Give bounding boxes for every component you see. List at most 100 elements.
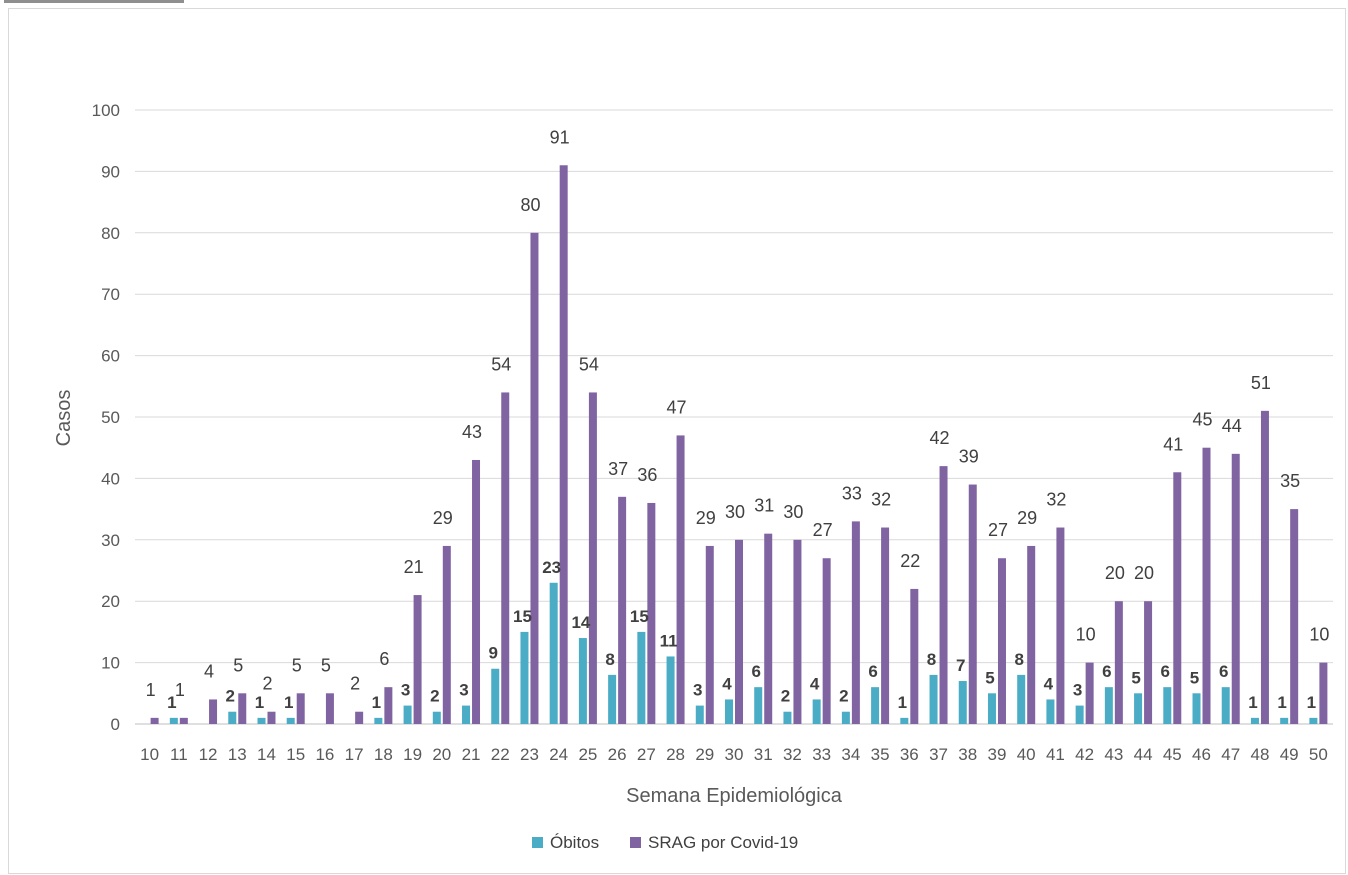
bar-obitos [1046, 699, 1055, 724]
data-label-srag: 43 [462, 422, 482, 442]
x-tick-label: 39 [988, 745, 1007, 764]
data-label-srag: 39 [959, 447, 979, 467]
data-label-obitos: 1 [372, 693, 381, 712]
bar-srag [1231, 453, 1240, 724]
x-tick-label: 40 [1017, 745, 1036, 764]
bar-srag [559, 165, 568, 724]
x-tick-label: 19 [403, 745, 422, 764]
bar-obitos [637, 631, 646, 724]
data-label-srag: 2 [262, 674, 272, 694]
bar-obitos [374, 717, 383, 724]
y-axis-title: Casos [53, 390, 75, 447]
data-label-srag: 29 [433, 508, 453, 528]
bar-srag [150, 717, 159, 724]
data-label-obitos: 7 [956, 656, 965, 675]
data-label-obitos: 8 [1014, 650, 1023, 669]
data-label-obitos: 6 [1219, 662, 1228, 681]
bar-obitos [432, 711, 441, 724]
bar-srag [997, 558, 1006, 724]
x-tick-label: 23 [520, 745, 539, 764]
bar-srag [705, 545, 714, 724]
data-label-obitos: 4 [722, 674, 732, 693]
bar-srag [384, 687, 393, 724]
legend-label-obitos: Óbitos [550, 833, 599, 852]
data-label-obitos: 15 [630, 607, 649, 626]
data-label-srag: 54 [579, 354, 599, 374]
data-label-srag: 37 [608, 459, 628, 479]
data-label-srag: 45 [1192, 410, 1212, 430]
data-label-obitos: 2 [430, 687, 439, 706]
data-label-obitos: 11 [660, 631, 678, 650]
bar-obitos [1134, 693, 1143, 724]
data-label-obitos: 5 [1190, 668, 1199, 687]
bar-obitos [1017, 674, 1026, 724]
bar-srag [267, 711, 276, 724]
data-label-srag: 10 [1309, 625, 1329, 645]
data-label-obitos: 1 [167, 693, 176, 712]
bar-srag [1173, 472, 1182, 724]
y-tick-label: 90 [101, 162, 120, 181]
x-tick-label: 37 [929, 745, 948, 764]
bar-srag [1056, 527, 1065, 724]
bar-srag [1202, 447, 1211, 724]
bar-srag [1085, 662, 1094, 724]
x-tick-label: 10 [140, 745, 159, 764]
x-tick-label: 49 [1280, 745, 1299, 764]
gridlines [135, 109, 1333, 725]
x-tick-label: 43 [1104, 745, 1123, 764]
bar-srag [764, 533, 773, 724]
bar-obitos [1104, 687, 1113, 724]
data-label-srag: 10 [1076, 625, 1096, 645]
bar-srag [1260, 410, 1269, 724]
data-label-srag: 30 [783, 502, 803, 522]
bar-obitos [987, 693, 996, 724]
bar-obitos [1309, 717, 1318, 724]
bar-obitos [1250, 717, 1259, 724]
data-label-obitos: 3 [693, 681, 702, 700]
bar-srag [1144, 601, 1153, 724]
x-tick-label: 44 [1134, 745, 1153, 764]
x-axis-ticks: 10 11 12 13 14 15 16 17 18 19 20 21 22 23 24 25 26 27 28 29… [140, 745, 1328, 764]
x-tick-label: 18 [374, 745, 393, 764]
bar-srag [676, 435, 685, 724]
bar-srag [851, 521, 860, 724]
data-label-srag: 30 [725, 502, 745, 522]
y-tick-label: 100 [92, 101, 120, 120]
bar-obitos [549, 582, 558, 724]
data-label-obitos: 15 [513, 607, 532, 626]
x-tick-label: 28 [666, 745, 685, 764]
bar-obitos [578, 638, 587, 724]
bar-obitos [754, 687, 763, 724]
data-label-srag: 29 [1017, 508, 1037, 528]
bar-srag [442, 545, 451, 724]
bar-srag [735, 539, 743, 724]
data-label-srag: 5 [233, 655, 243, 675]
data-label-srag: 27 [813, 520, 833, 540]
legend-label-srag: SRAG por Covid-19 [648, 833, 798, 852]
data-label-obitos: 9 [489, 644, 498, 663]
data-label-srag: 54 [491, 354, 511, 374]
cropped-caption-strip [0, 0, 1348, 8]
legend-swatch-srag [630, 837, 641, 848]
y-axis-ticks: 0 10 20 30 40 50 60 70 80 90 100 [92, 101, 120, 734]
data-label-srag: 41 [1163, 434, 1183, 454]
data-label-srag: 20 [1105, 563, 1125, 583]
data-label-srag: 51 [1251, 373, 1271, 393]
x-tick-label: 47 [1221, 745, 1240, 764]
x-tick-label: 48 [1250, 745, 1269, 764]
x-tick-label: 42 [1075, 745, 1094, 764]
bar-obitos [403, 705, 412, 724]
data-label-srag: 32 [871, 490, 891, 510]
data-label-srag: 44 [1222, 416, 1242, 436]
bar-srag [793, 539, 802, 724]
x-tick-label: 30 [725, 745, 744, 764]
data-label-srag: 47 [667, 397, 687, 417]
bar-obitos [257, 717, 266, 724]
x-tick-label: 29 [695, 745, 714, 764]
x-tick-label: 14 [257, 745, 276, 764]
bar-obitos [871, 687, 880, 724]
bar-srag [472, 459, 481, 724]
data-label-srag: 1 [175, 680, 185, 700]
y-tick-label: 80 [101, 224, 120, 243]
data-label-srag: 31 [754, 496, 774, 516]
